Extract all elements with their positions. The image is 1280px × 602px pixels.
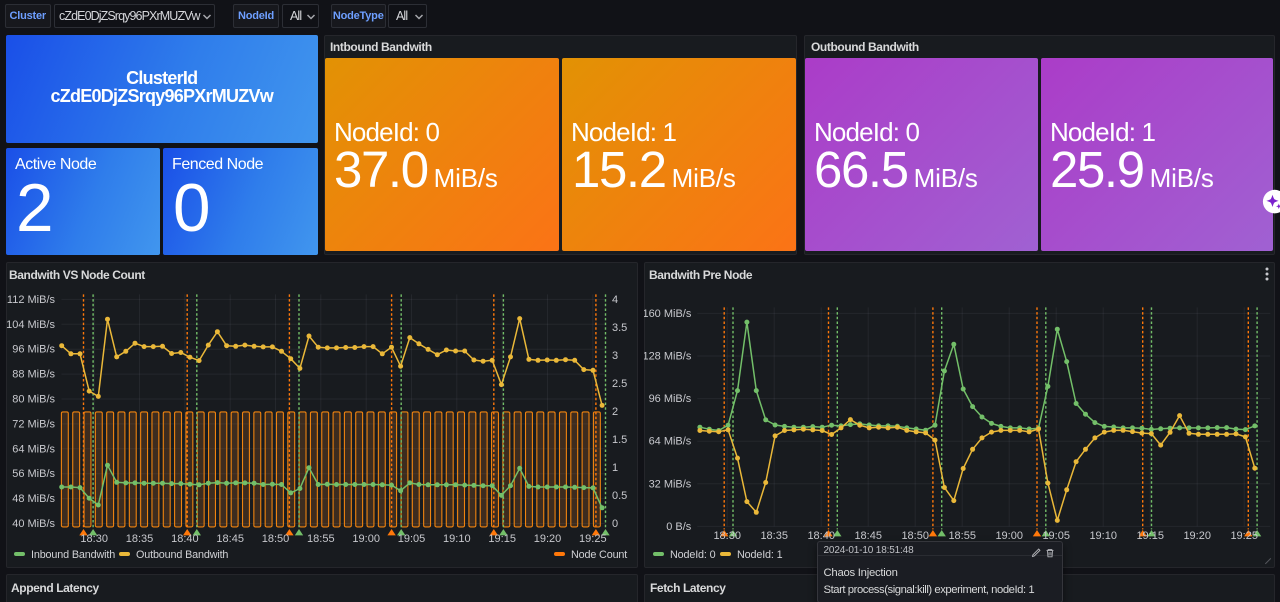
svg-text:40 MiB/s: 40 MiB/s bbox=[12, 518, 55, 530]
svg-text:88 MiB/s: 88 MiB/s bbox=[12, 368, 55, 380]
svg-text:18:30: 18:30 bbox=[80, 532, 108, 544]
svg-text:56 MiB/s: 56 MiB/s bbox=[12, 468, 55, 480]
svg-text:18:35: 18:35 bbox=[125, 532, 153, 544]
svg-text:19:20: 19:20 bbox=[1183, 529, 1211, 541]
svg-text:0.5: 0.5 bbox=[612, 489, 627, 501]
svg-text:19:15: 19:15 bbox=[1136, 529, 1164, 541]
svg-text:18:30: 18:30 bbox=[713, 529, 741, 541]
svg-text:48 MiB/s: 48 MiB/s bbox=[12, 493, 55, 505]
svg-text:64 MiB/s: 64 MiB/s bbox=[648, 435, 691, 447]
svg-text:128 MiB/s: 128 MiB/s bbox=[644, 350, 692, 362]
svg-text:160 MiB/s: 160 MiB/s bbox=[644, 307, 692, 319]
svg-text:19:10: 19:10 bbox=[1089, 529, 1117, 541]
svg-text:2.5: 2.5 bbox=[612, 377, 627, 389]
svg-text:112 MiB/s: 112 MiB/s bbox=[6, 293, 55, 305]
svg-text:1: 1 bbox=[612, 461, 618, 473]
svg-text:18:50: 18:50 bbox=[261, 532, 289, 544]
svg-text:32 MiB/s: 32 MiB/s bbox=[648, 478, 691, 490]
svg-text:0: 0 bbox=[612, 517, 618, 529]
svg-text:3.5: 3.5 bbox=[612, 321, 627, 333]
svg-text:18:35: 18:35 bbox=[760, 529, 788, 541]
svg-text:96 MiB/s: 96 MiB/s bbox=[12, 343, 55, 355]
svg-text:64 MiB/s: 64 MiB/s bbox=[12, 443, 55, 455]
svg-text:19:10: 19:10 bbox=[443, 532, 471, 544]
svg-text:18:45: 18:45 bbox=[216, 532, 244, 544]
svg-text:18:40: 18:40 bbox=[807, 529, 835, 541]
svg-text:19:15: 19:15 bbox=[488, 532, 516, 544]
svg-text:18:55: 18:55 bbox=[307, 532, 335, 544]
svg-text:2: 2 bbox=[612, 405, 618, 417]
svg-text:19:00: 19:00 bbox=[352, 532, 380, 544]
svg-text:80 MiB/s: 80 MiB/s bbox=[12, 393, 55, 405]
svg-text:0 B/s: 0 B/s bbox=[666, 520, 692, 532]
svg-text:19:05: 19:05 bbox=[1042, 529, 1070, 541]
svg-text:4: 4 bbox=[612, 293, 618, 305]
svg-text:1.5: 1.5 bbox=[612, 433, 627, 445]
svg-text:19:20: 19:20 bbox=[533, 532, 561, 544]
svg-text:19:25: 19:25 bbox=[1230, 529, 1258, 541]
svg-text:18:50: 18:50 bbox=[901, 529, 929, 541]
svg-text:19:25: 19:25 bbox=[579, 532, 607, 544]
svg-text:104 MiB/s: 104 MiB/s bbox=[6, 318, 55, 330]
svg-text:72 MiB/s: 72 MiB/s bbox=[12, 418, 55, 430]
svg-text:19:05: 19:05 bbox=[397, 532, 425, 544]
svg-text:18:40: 18:40 bbox=[171, 532, 199, 544]
svg-text:3: 3 bbox=[612, 349, 618, 361]
svg-text:96 MiB/s: 96 MiB/s bbox=[648, 393, 691, 405]
svg-text:18:55: 18:55 bbox=[948, 529, 975, 541]
svg-text:19:00: 19:00 bbox=[995, 529, 1023, 541]
svg-text:18:45: 18:45 bbox=[854, 529, 882, 541]
